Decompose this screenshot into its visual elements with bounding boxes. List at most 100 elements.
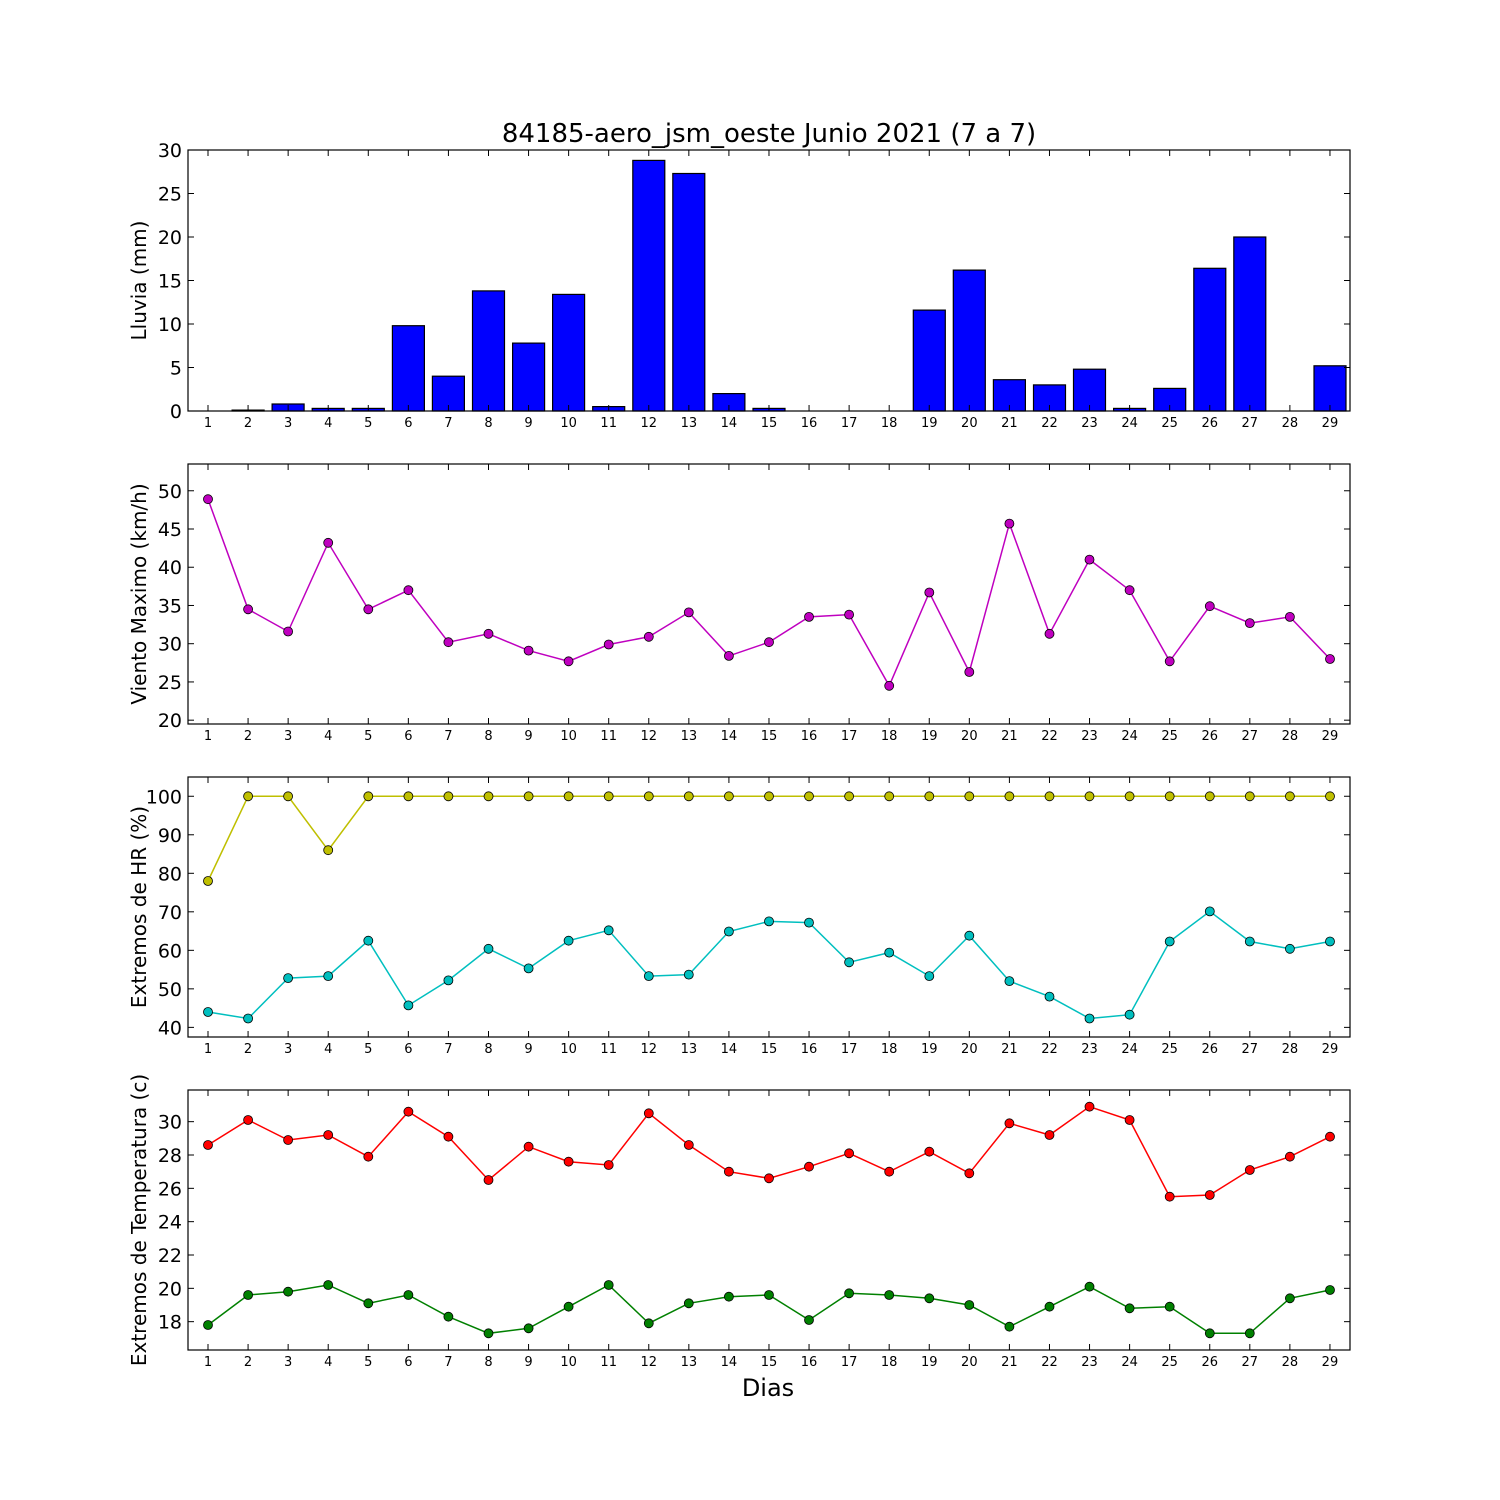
y-tick-label: 25 — [158, 672, 182, 694]
x-tick-label: 6 — [404, 416, 412, 431]
point-series-1-day-6 — [403, 1106, 414, 1117]
point-series-1-day-10 — [563, 656, 574, 667]
x-tick-label: 26 — [1201, 416, 1218, 431]
point-series-1-day-11 — [603, 791, 614, 802]
point-series-1-day-24 — [1124, 791, 1135, 802]
point-series-2-day-13 — [683, 1298, 694, 1309]
point-series-1-day-7 — [443, 1131, 454, 1142]
point-series-2-day-29 — [1325, 936, 1335, 947]
x-tick-label: 15 — [761, 1355, 778, 1370]
point-series-1-day-23 — [1084, 791, 1095, 802]
bar-day-13 — [672, 172, 706, 412]
point-series-2-day-16 — [804, 1315, 814, 1325]
bar-day-8 — [471, 290, 506, 412]
x-tick-label: 13 — [681, 1355, 698, 1370]
x-tick-label: 27 — [1242, 416, 1259, 431]
x-tick-label: 29 — [1322, 1355, 1339, 1370]
point-series-2-day-11 — [603, 1280, 614, 1290]
y-tick-label: 90 — [158, 825, 182, 847]
x-tick-label: 24 — [1121, 729, 1138, 744]
point-series-2-day-1 — [203, 1007, 213, 1017]
point-series-1-day-20 — [964, 1168, 975, 1179]
x-tick-label: 25 — [1161, 1042, 1178, 1057]
x-tick-label: 15 — [761, 729, 778, 744]
x-tick-label: 25 — [1161, 729, 1178, 744]
x-tick-label: 20 — [961, 1355, 978, 1370]
point-series-2-day-14 — [724, 1291, 734, 1302]
point-series-2-day-15 — [764, 1290, 774, 1300]
x-tick-label: 16 — [801, 1355, 818, 1370]
y-axis-label-2: Viento Maximo (km/h) — [127, 483, 151, 704]
x-tick-label: 11 — [600, 416, 617, 431]
point-series-1-day-26 — [1204, 791, 1215, 802]
x-tick-label: 27 — [1242, 1355, 1259, 1370]
x-tick-label: 13 — [681, 416, 698, 431]
point-series-2-day-2 — [243, 1013, 254, 1024]
y-tick-label: 20 — [158, 227, 182, 249]
x-tick-label: 29 — [1322, 729, 1339, 744]
x-tick-label: 5 — [364, 729, 372, 744]
point-series-2-day-3 — [283, 973, 294, 983]
x-tick-label: 21 — [1001, 416, 1018, 431]
x-tick-label: 28 — [1282, 1355, 1299, 1370]
x-tick-label: 26 — [1201, 1355, 1218, 1370]
bar-day-6 — [391, 325, 425, 412]
x-tick-label: 19 — [921, 1042, 938, 1057]
point-series-1-day-18 — [884, 1166, 895, 1177]
point-series-1-day-22 — [1044, 1130, 1055, 1140]
x-tick-label: 20 — [961, 416, 978, 431]
point-series-2-day-7 — [443, 975, 454, 986]
y-tick-label: 40 — [158, 557, 182, 579]
point-series-1-day-29 — [1325, 1131, 1335, 1142]
point-series-1-day-25 — [1164, 656, 1175, 667]
y-tick-label: 0 — [170, 401, 182, 423]
point-series-1-day-14 — [724, 1166, 734, 1177]
point-series-1-day-13 — [683, 1140, 694, 1150]
x-tick-label: 22 — [1041, 416, 1058, 431]
y-tick-label: 30 — [158, 140, 182, 162]
x-tick-label: 13 — [681, 1042, 698, 1057]
x-tick-label: 22 — [1041, 729, 1058, 744]
x-tick-label: 6 — [404, 1042, 412, 1057]
x-tick-label: 16 — [801, 729, 818, 744]
y-tick-label: 15 — [158, 271, 182, 293]
x-tick-label: 4 — [324, 729, 332, 744]
point-series-1-day-2 — [243, 1115, 254, 1125]
point-series-1-day-1 — [203, 876, 213, 886]
point-series-1-day-18 — [884, 791, 895, 802]
point-series-1-day-13 — [683, 791, 694, 802]
x-tick-label: 5 — [364, 1355, 372, 1370]
point-series-1-day-28 — [1285, 791, 1295, 802]
point-series-2-day-22 — [1044, 991, 1055, 1002]
point-series-1-day-21 — [1004, 518, 1015, 529]
x-tick-label: 8 — [484, 1042, 492, 1057]
y-tick-label: 30 — [158, 1112, 182, 1134]
y-tick-label: 22 — [158, 1245, 182, 1267]
y-tick-label: 100 — [146, 786, 182, 808]
x-tick-label: 12 — [640, 1042, 657, 1057]
x-tick-label: 19 — [921, 416, 938, 431]
point-series-2-day-1 — [203, 1320, 213, 1330]
point-series-1-day-9 — [523, 645, 534, 656]
point-series-2-day-11 — [603, 925, 614, 936]
x-tick-label: 18 — [881, 416, 898, 431]
x-tick-label: 3 — [284, 1042, 292, 1057]
x-tick-label: 16 — [801, 416, 818, 431]
point-series-2-day-7 — [443, 1311, 454, 1322]
x-tick-label: 17 — [841, 729, 858, 744]
point-series-2-day-18 — [884, 947, 895, 958]
y-axis-label-3: Extremos de HR (%) — [127, 806, 151, 1008]
point-series-1-day-13 — [683, 607, 694, 618]
x-tick-label: 9 — [524, 1355, 532, 1370]
x-tick-label: 1 — [204, 1042, 212, 1057]
x-tick-label: 18 — [881, 1355, 898, 1370]
bar-day-12 — [632, 159, 666, 412]
x-tick-label: 14 — [721, 729, 738, 744]
x-tick-label: 4 — [324, 1355, 332, 1370]
x-tick-label: 19 — [921, 729, 938, 744]
x-tick-label: 21 — [1001, 729, 1018, 744]
